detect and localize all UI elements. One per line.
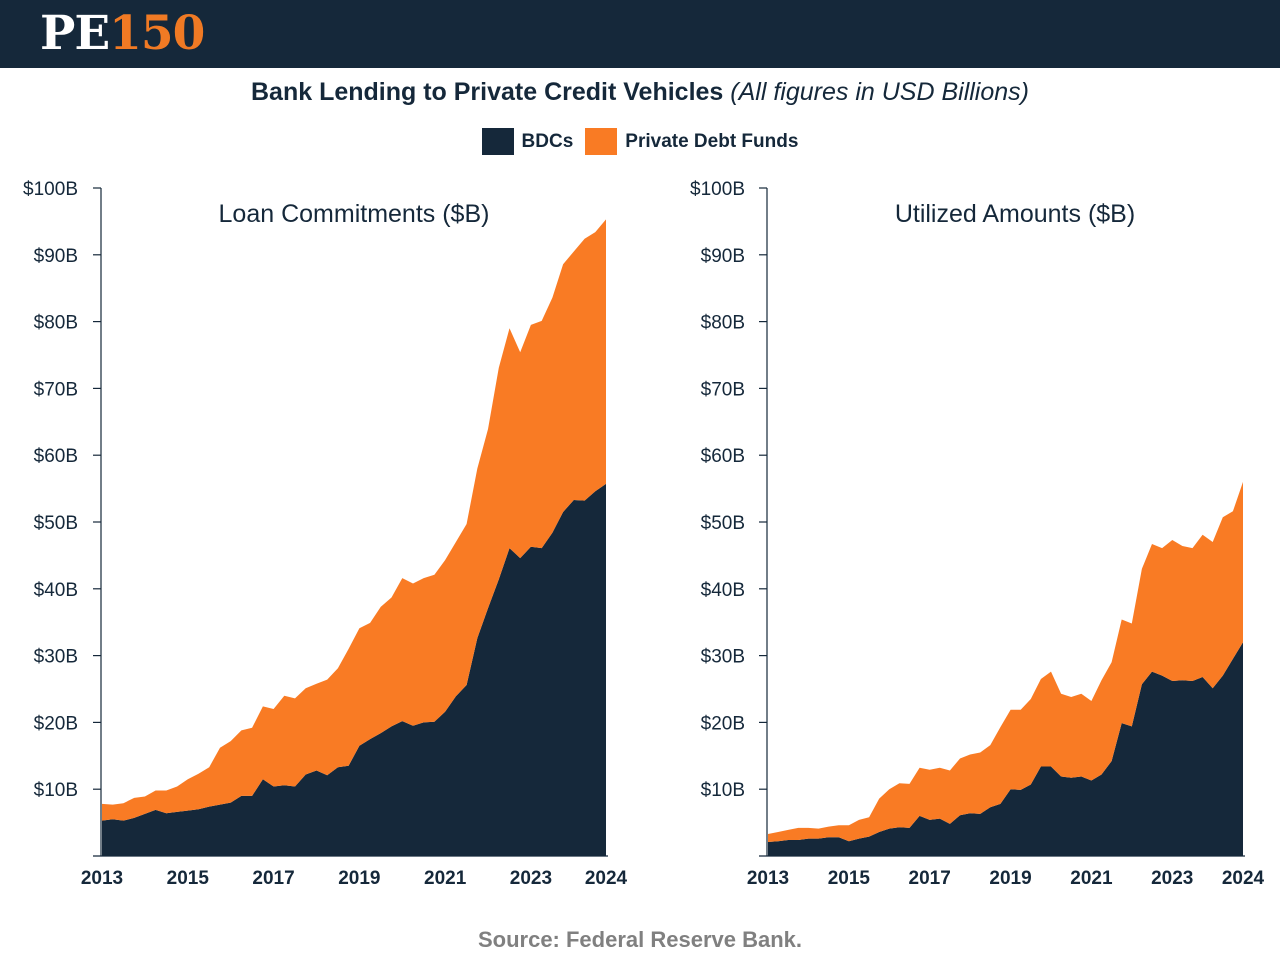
- title-sub: (All figures in USD Billions): [730, 78, 1029, 106]
- legend-label-bdcs: BDCs: [521, 130, 574, 152]
- y-tick-label: $60B: [34, 446, 78, 467]
- legend-item-private-debt-funds: Private Debt Funds: [585, 128, 798, 155]
- y-tick-label: $100B: [690, 179, 745, 200]
- y-tick-label: $80B: [34, 313, 78, 334]
- legend-label-private-debt-funds: Private Debt Funds: [625, 130, 799, 152]
- y-tick-label: $50B: [34, 513, 78, 534]
- area-private-debt-funds-chart-1: [102, 219, 606, 821]
- y-tick-label: $40B: [34, 580, 78, 601]
- x-tick-label: 2023: [1151, 868, 1193, 889]
- legend-swatch-bdcs: [481, 128, 514, 155]
- logo-text-150: 150: [109, 6, 205, 61]
- y-tick-label: $90B: [34, 246, 78, 267]
- y-tick-label: $70B: [34, 379, 78, 400]
- x-tick-label: 2015: [167, 868, 210, 889]
- chart-title-1: Loan Commitments ($B): [219, 200, 490, 228]
- x-tick-label: 2015: [828, 868, 871, 889]
- x-tick-label: 2023: [510, 868, 552, 889]
- x-tick-label: 2021: [424, 868, 467, 889]
- y-tick-label: $100B: [23, 179, 78, 200]
- x-tick-label: 2019: [338, 868, 380, 889]
- header-bar: PE150: [0, 0, 1280, 68]
- x-tick-label: 2017: [252, 868, 294, 889]
- x-tick-label: 2019: [989, 868, 1031, 889]
- y-tick-label: $20B: [34, 713, 78, 734]
- y-tick-label: $30B: [34, 647, 78, 668]
- y-tick-label: $10B: [34, 780, 78, 801]
- x-tick-label: 2017: [909, 868, 951, 889]
- chart-title-2: Utilized Amounts ($B): [895, 200, 1135, 228]
- y-tick-label: $50B: [701, 513, 745, 534]
- x-tick-label: 2021: [1070, 868, 1113, 889]
- area-bdcs-chart-2: [768, 642, 1243, 856]
- y-tick-label: $90B: [701, 246, 745, 267]
- y-tick-label: $80B: [701, 313, 745, 334]
- y-tick-label: $20B: [701, 713, 745, 734]
- logo-text-pe: PE: [40, 6, 110, 61]
- chart-main-title: Bank Lending to Private Credit Vehicles …: [0, 76, 1280, 108]
- title-main: Bank Lending to Private Credit Vehicles: [250, 78, 724, 106]
- legend: BDCs Private Debt Funds: [0, 128, 1280, 155]
- x-tick-label: 2013: [81, 868, 123, 889]
- x-tick-label: 2013: [747, 868, 789, 889]
- legend-swatch-private-debt-funds: [585, 128, 618, 155]
- area-private-debt-funds-chart-2: [768, 481, 1243, 842]
- pe150-logo: PE150: [40, 6, 205, 61]
- legend-item-bdcs: BDCs: [481, 128, 574, 155]
- y-tick-label: $70B: [701, 379, 745, 400]
- y-tick-label: $40B: [701, 580, 745, 601]
- area-bdcs-chart-1: [102, 483, 606, 856]
- y-tick-label: $10B: [701, 780, 745, 801]
- y-tick-label: $60B: [701, 446, 745, 467]
- y-tick-label: $30B: [701, 647, 745, 668]
- source-note: Source: Federal Reserve Bank.: [477, 927, 803, 952]
- x-tick-label: 2024: [585, 868, 628, 889]
- x-tick-label: 2024: [1222, 868, 1265, 889]
